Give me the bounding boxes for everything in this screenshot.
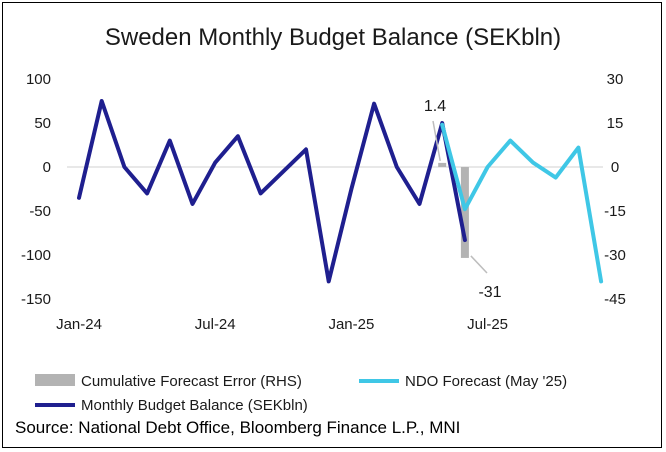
legend-label: NDO Forecast (May '25): [405, 373, 567, 390]
forecast-error-bar: [438, 162, 447, 167]
data-label-leader: [432, 120, 441, 162]
data-label: 1.4: [424, 98, 446, 115]
lines-layer: [77, 99, 604, 284]
left-tick-label: -150: [21, 291, 51, 308]
right-tick-label: -30: [604, 247, 626, 264]
right-tick-label: -45: [604, 291, 626, 308]
bars-layer: [67, 162, 603, 258]
x-tick-label: Jul-24: [195, 316, 236, 333]
source-note: Source: National Debt Office, Bloomberg …: [15, 418, 460, 437]
left-tick-label: -50: [29, 203, 51, 220]
x-tick-label: Jul-25: [467, 316, 508, 333]
x-tick-label: Jan-24: [56, 316, 102, 333]
chart-frame: Sweden Monthly Budget Balance (SEKbln) 1…: [2, 2, 662, 448]
left-tick-label: 100: [26, 71, 51, 88]
right-axis: 30 15 0 -15 -30 -45: [604, 71, 626, 308]
legend-label: Monthly Budget Balance (SEKbln): [81, 397, 308, 414]
left-tick-label: 50: [34, 115, 51, 132]
legend-swatch-box: [35, 374, 75, 386]
budget-balance-line: [77, 99, 467, 284]
x-axis: Jan-24 Jul-24 Jan-25 Jul-25: [56, 316, 508, 333]
right-tick-label: 30: [607, 71, 624, 88]
forecast-error-bar: [460, 167, 469, 258]
ndo-forecast-line: [440, 122, 604, 284]
data-label: -31: [478, 284, 501, 301]
chart-title: Sweden Monthly Budget Balance (SEKbln): [105, 24, 561, 51]
legend: Cumulative Forecast Error (RHS) NDO Forec…: [35, 373, 567, 414]
left-tick-label: -100: [21, 247, 51, 264]
chart: Sweden Monthly Budget Balance (SEKbln) 1…: [15, 24, 626, 437]
legend-label: Cumulative Forecast Error (RHS): [81, 373, 302, 390]
x-tick-label: Jan-25: [328, 316, 374, 333]
right-tick-label: -15: [604, 203, 626, 220]
right-tick-label: 15: [607, 115, 624, 132]
left-axis: 100 50 0 -50 -100 -150: [21, 71, 51, 308]
right-tick-label: 0: [611, 159, 619, 176]
annotations-layer: 1.4 -31: [424, 98, 502, 301]
left-tick-label: 0: [43, 159, 51, 176]
data-label-leader: [470, 255, 488, 274]
